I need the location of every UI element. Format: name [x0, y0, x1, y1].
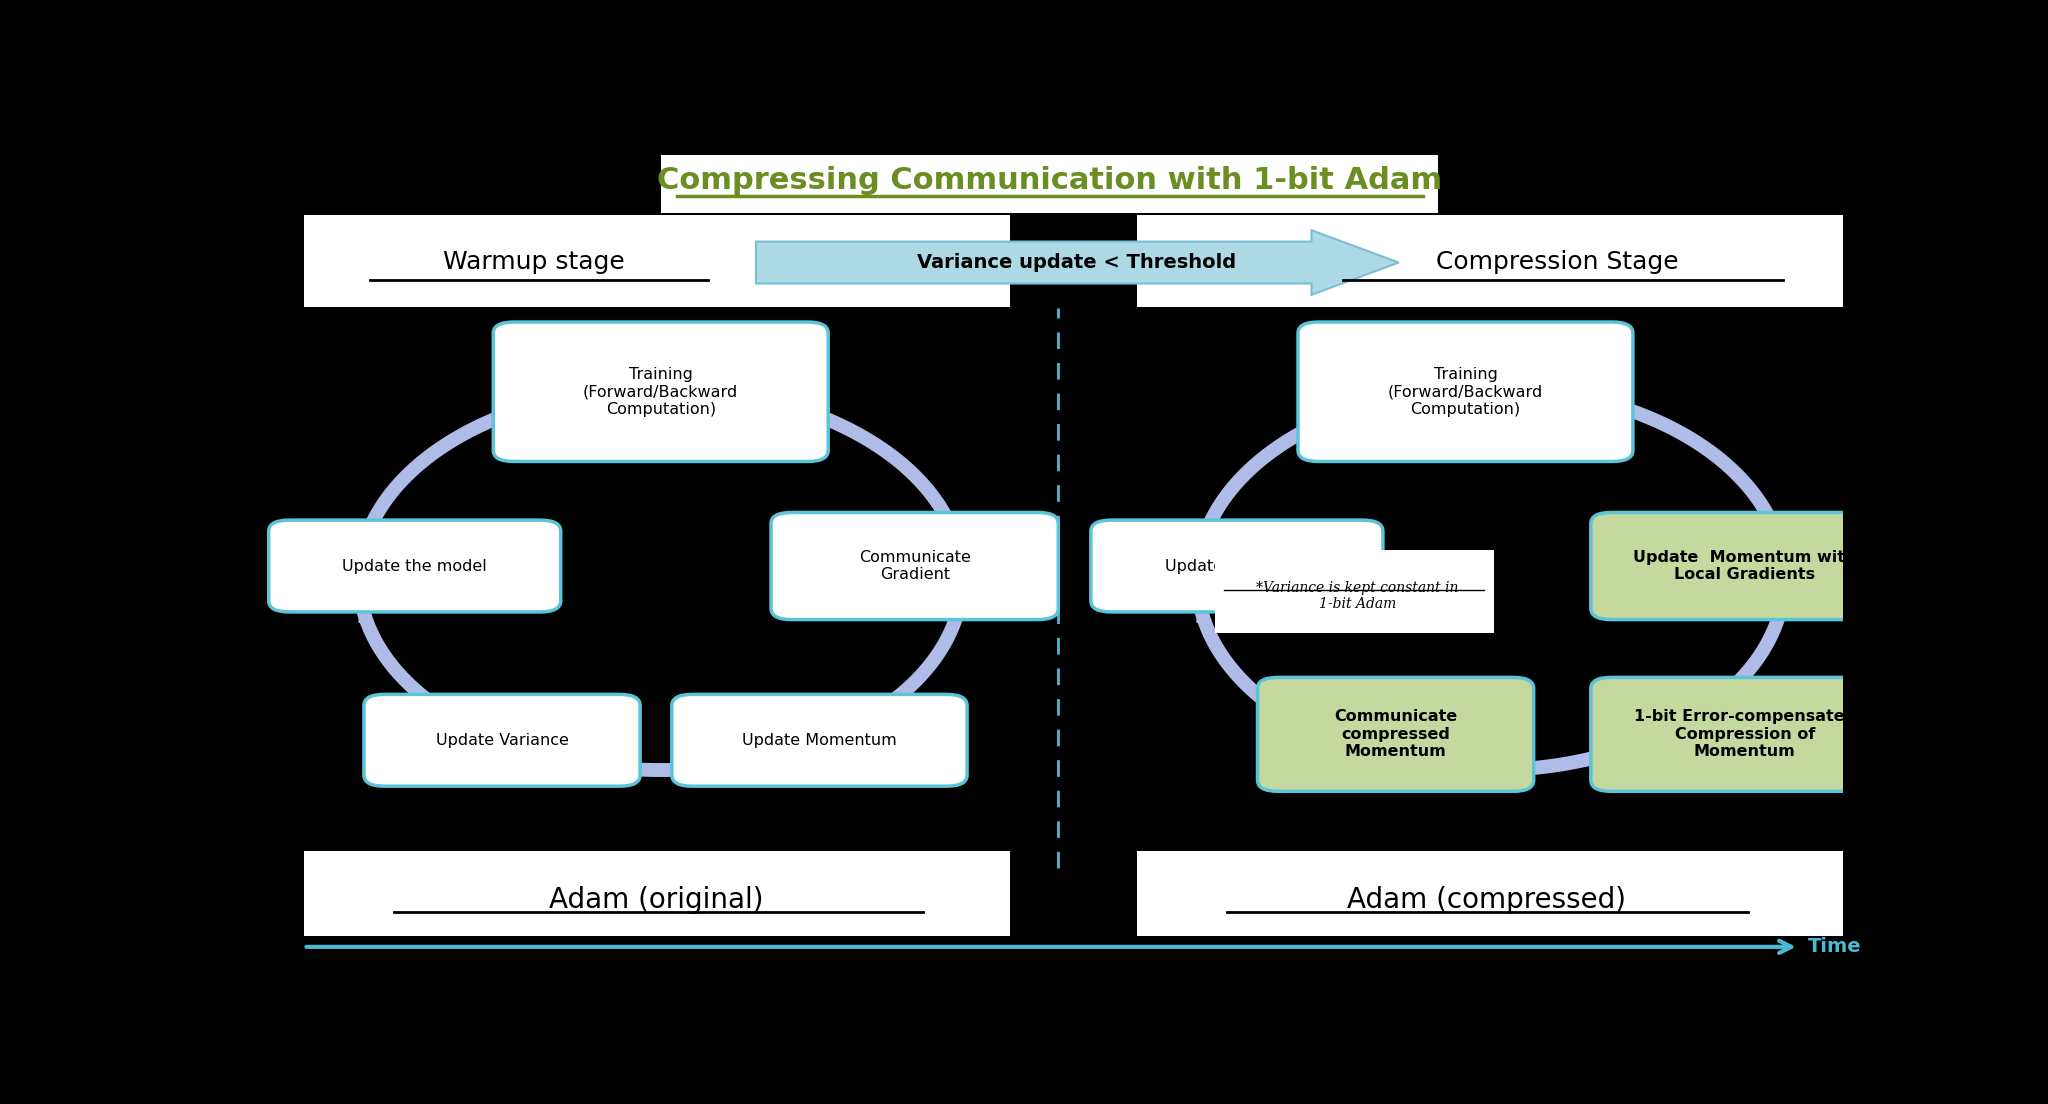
FancyBboxPatch shape [1137, 851, 1843, 936]
FancyBboxPatch shape [1092, 520, 1382, 612]
FancyBboxPatch shape [268, 520, 561, 612]
Text: Update the model: Update the model [1165, 559, 1309, 573]
Text: Training
(Forward/Backward
Computation): Training (Forward/Backward Computation) [584, 367, 739, 416]
FancyBboxPatch shape [1591, 512, 1898, 619]
Polygon shape [756, 231, 1399, 295]
Text: Communicate
Gradient: Communicate Gradient [858, 550, 971, 582]
FancyBboxPatch shape [303, 215, 1010, 307]
FancyBboxPatch shape [303, 851, 1010, 936]
FancyBboxPatch shape [1214, 550, 1495, 634]
FancyBboxPatch shape [1298, 322, 1632, 461]
Text: Update Variance: Update Variance [436, 733, 569, 747]
FancyBboxPatch shape [494, 322, 827, 461]
FancyBboxPatch shape [1257, 678, 1534, 792]
Text: Communicate
compressed
Momentum: Communicate compressed Momentum [1333, 710, 1458, 760]
Text: 1-bit Error-compensated
Compression of
Momentum: 1-bit Error-compensated Compression of M… [1634, 710, 1855, 760]
Text: Compressing Communication with 1-bit Adam: Compressing Communication with 1-bit Ada… [657, 166, 1442, 194]
Text: Variance update < Threshold: Variance update < Threshold [918, 253, 1237, 272]
FancyBboxPatch shape [1591, 678, 1898, 792]
Text: Update the model: Update the model [342, 559, 487, 573]
FancyBboxPatch shape [662, 156, 1438, 213]
FancyBboxPatch shape [1137, 215, 1843, 307]
FancyBboxPatch shape [365, 694, 641, 786]
Text: Training
(Forward/Backward
Computation): Training (Forward/Backward Computation) [1389, 367, 1542, 416]
FancyBboxPatch shape [672, 694, 967, 786]
Text: *Variance is kept constant in
1-bit Adam: *Variance is kept constant in 1-bit Adam [1255, 581, 1458, 611]
Text: Update  Momentum with
Local Gradients: Update Momentum with Local Gradients [1632, 550, 1858, 582]
Text: Adam (compressed): Adam (compressed) [1348, 887, 1626, 914]
Text: Adam (original): Adam (original) [549, 887, 764, 914]
FancyBboxPatch shape [770, 512, 1059, 619]
Text: Time: Time [1808, 937, 1862, 956]
Text: Compression Stage: Compression Stage [1436, 250, 1679, 274]
Text: Warmup stage: Warmup stage [442, 250, 625, 274]
Text: Update Momentum: Update Momentum [741, 733, 897, 747]
